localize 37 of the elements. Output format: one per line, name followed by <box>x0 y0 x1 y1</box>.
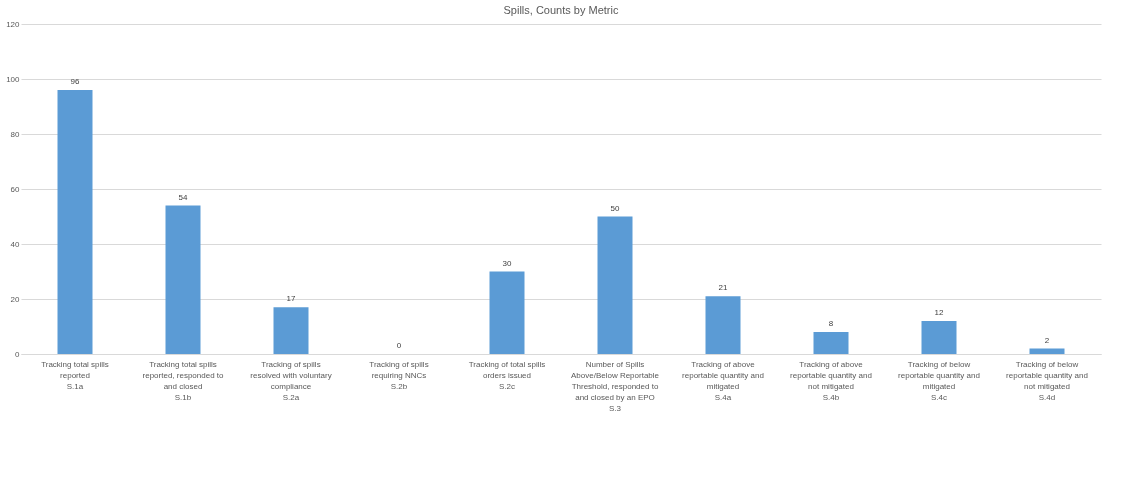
x-tick-label: Tracking of spills requiring NNCs S.2b <box>369 359 429 391</box>
bar <box>489 271 525 354</box>
data-label: 96 <box>70 77 80 86</box>
x-tick-label: Number of Spills Above/Below Reportable Threshold, responded to and closed by an EPO S.3 <box>570 359 660 413</box>
data-label: 17 <box>286 294 296 304</box>
data-label: 30 <box>502 258 512 268</box>
data-label: 21 <box>718 283 728 293</box>
y-tick-label: 100 <box>6 74 21 84</box>
y-tick-label: 60 <box>10 184 21 194</box>
bar <box>813 332 849 354</box>
data-label: 12 <box>934 308 944 317</box>
y-tick-label: 80 <box>10 129 21 139</box>
x-tick-label: Tracking of total spills orders issued S.2c <box>468 359 546 391</box>
x-tick-label: Tracking total spills reported S.1a <box>41 359 109 391</box>
data-label: 54 <box>178 192 188 202</box>
x-tick-label: Tracking of below reportable quantity and mitigated S.4c <box>898 359 980 402</box>
bar <box>165 205 201 354</box>
bar <box>57 90 93 354</box>
x-tick-label: Tracking total spills reported, responded to and closed S.1b <box>142 359 225 402</box>
bar <box>273 307 309 354</box>
y-tick-label: 40 <box>10 239 21 249</box>
chart-title: Spills, Counts by Metric <box>503 4 619 16</box>
data-label: 0 <box>396 341 402 350</box>
y-tick-label: 120 <box>6 19 21 29</box>
x-tick-label: Tracking of above reportable quantity and not mitigated S.4b <box>790 359 872 402</box>
x-tick-label: Tracking of spills resolved with voluntary compliance S.2a <box>250 359 332 402</box>
x-tick-label: Tracking of below reportable quantity and not mitigated S.4d <box>1006 359 1088 402</box>
bar <box>921 321 957 354</box>
x-tick-label: Tracking of above reportable quantity and mitigated S.4a <box>682 359 764 402</box>
data-label: 2 <box>1044 335 1050 345</box>
data-label: 8 <box>828 319 834 328</box>
y-tick-label: 20 <box>10 294 21 304</box>
bar <box>1029 348 1065 354</box>
y-tick-label: 0 <box>15 349 21 359</box>
bar <box>597 216 633 354</box>
bar <box>705 296 741 354</box>
data-label: 50 <box>610 203 620 213</box>
